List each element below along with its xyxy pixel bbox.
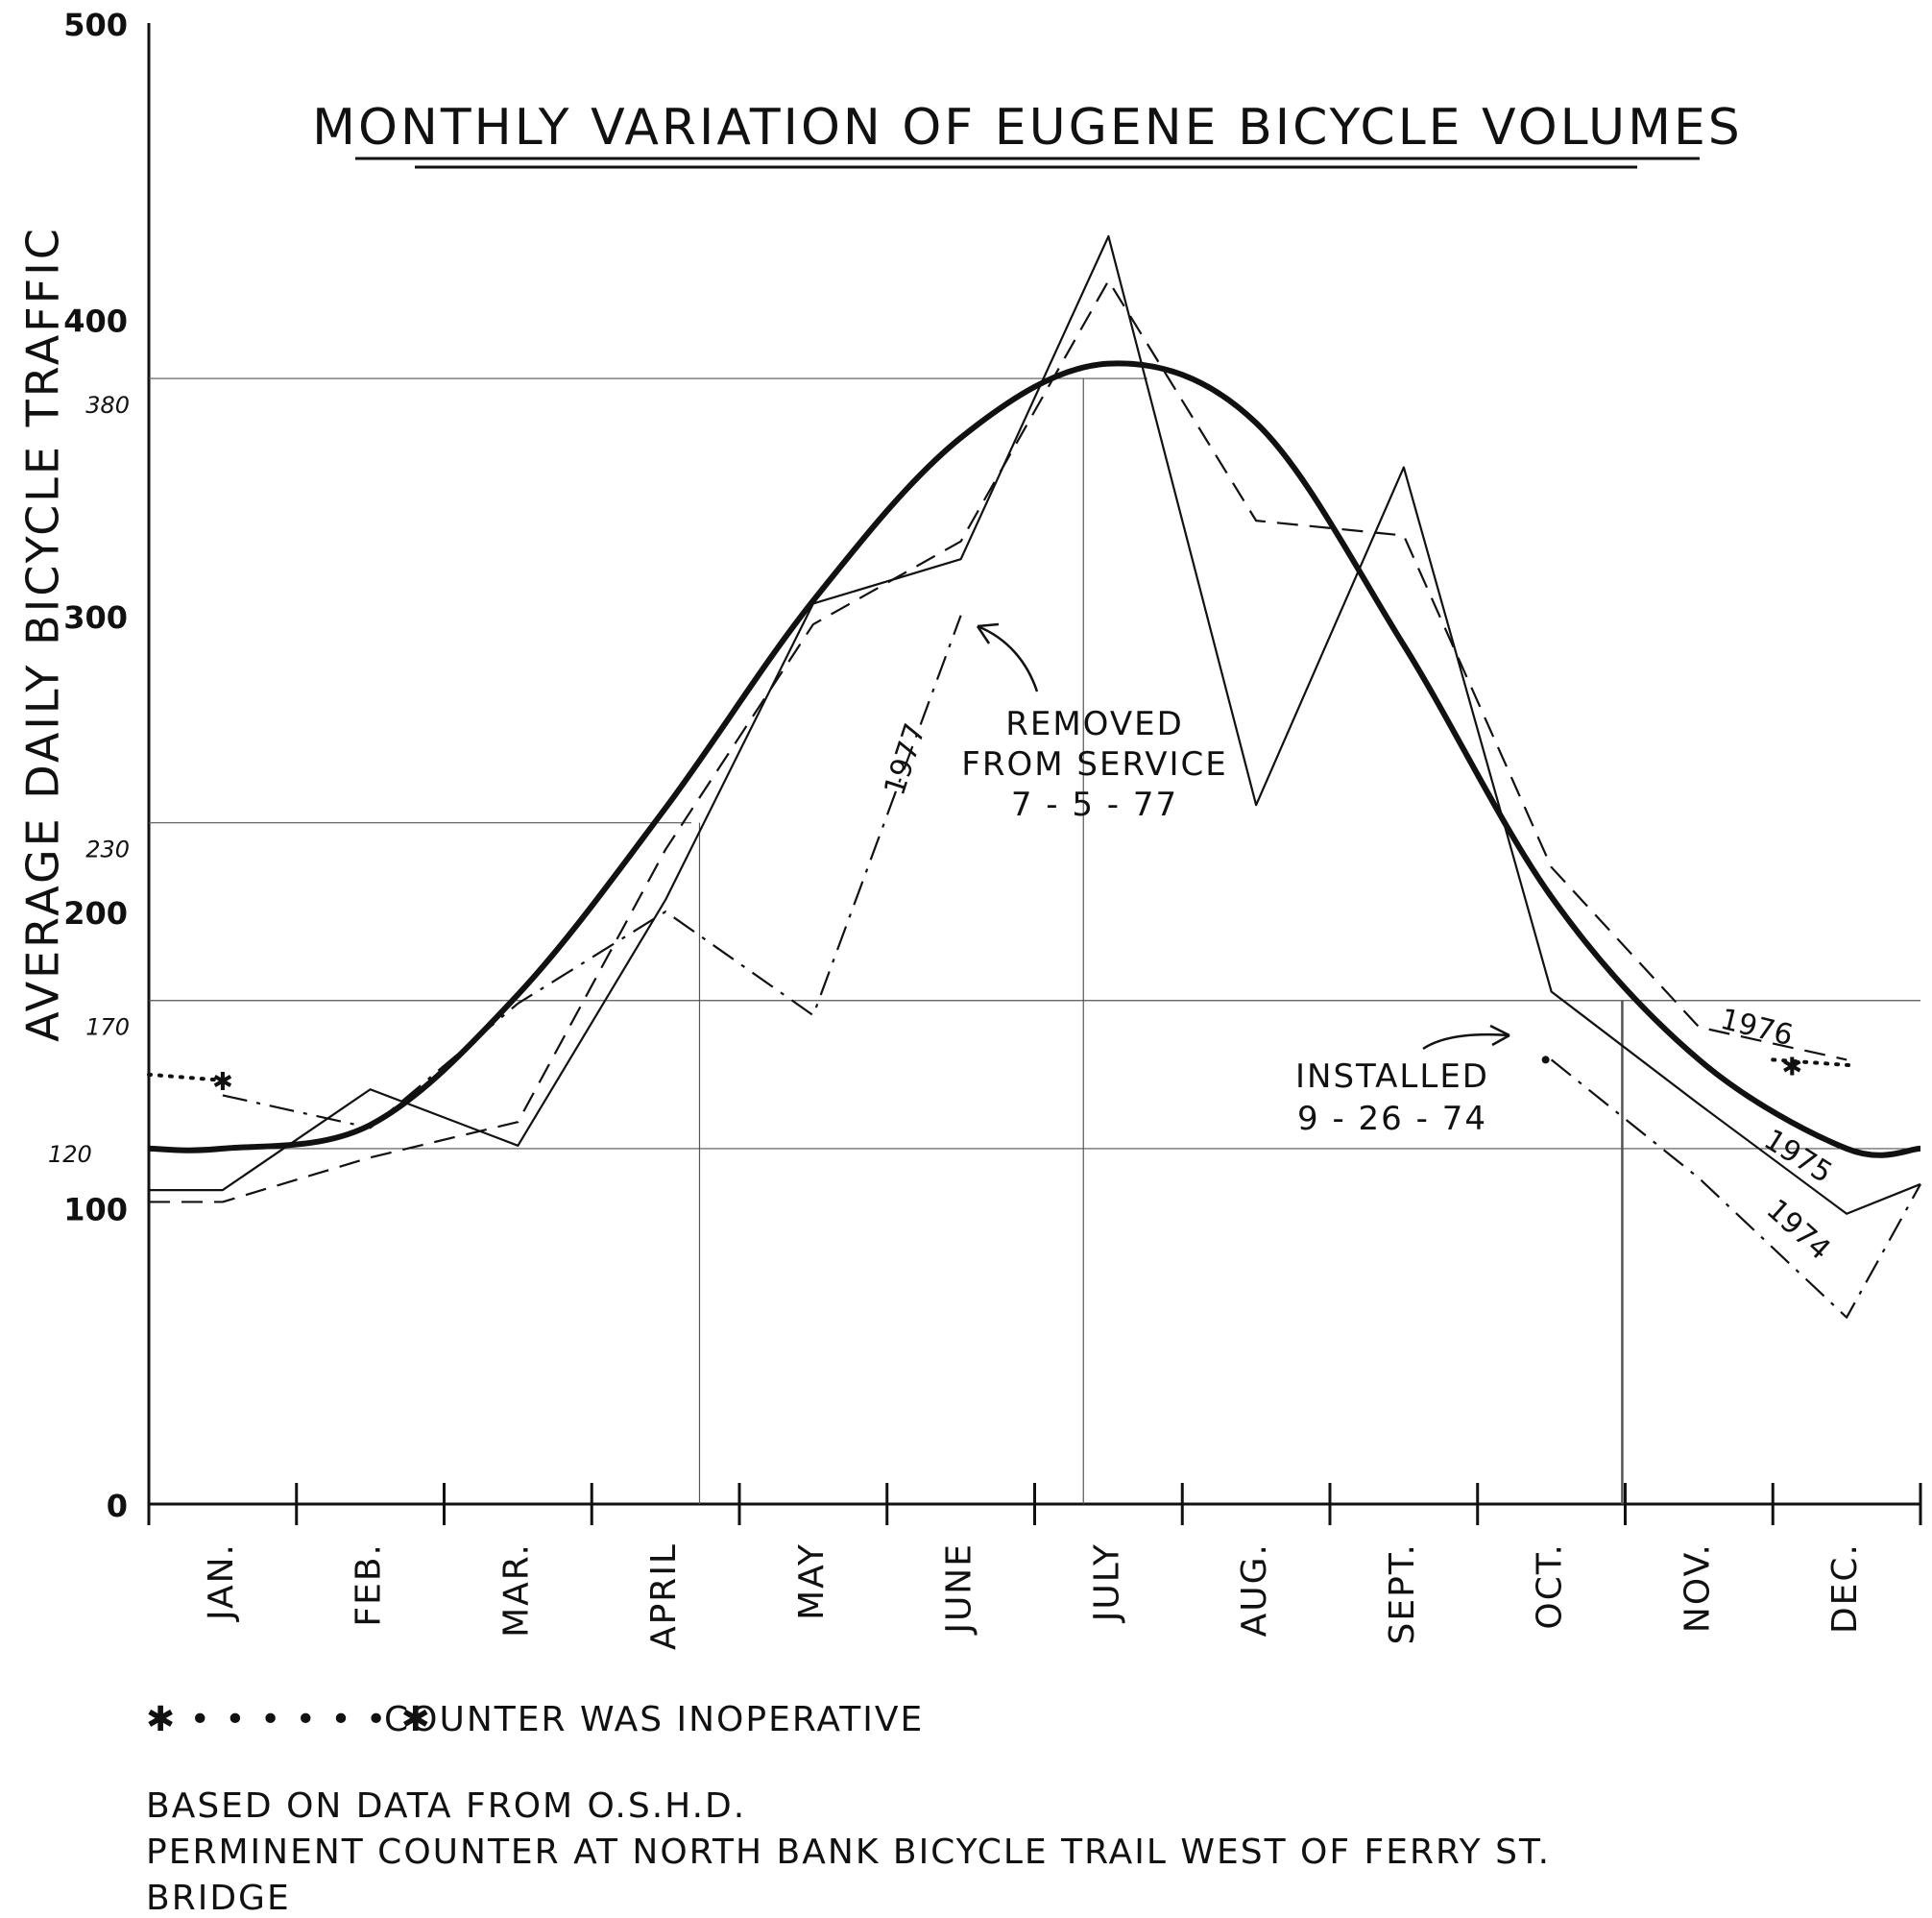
annotation-installed-arrowhead	[1489, 1024, 1510, 1047]
annotation-installed-line-2: 9 - 26 - 74	[1297, 1100, 1487, 1138]
x-tick-label-8: SEPT.	[1383, 1542, 1422, 1644]
annotation-removed-line-3: 7 - 5 - 77	[1011, 786, 1178, 824]
y-tick-label-300: 300	[63, 599, 128, 636]
y-tick-label-0: 0	[107, 1488, 128, 1524]
x-tick-label-1: FEB.	[350, 1542, 389, 1627]
x-tick-label-0: JAN.	[202, 1542, 241, 1622]
legend-marker: ✱ • • • • • • ✱	[146, 1700, 432, 1739]
source-line-3: BRIDGE	[146, 1879, 291, 1918]
source-line-1: BASED ON DATA FROM O.S.H.D.	[146, 1786, 747, 1826]
x-tick-label-11: DEC.	[1825, 1542, 1865, 1634]
annotation-removed-arrow	[977, 624, 1039, 692]
reference-label-120: 120	[48, 1141, 92, 1168]
annotation-removed-arrowhead	[976, 622, 1000, 644]
annotation-removed-line-1: REMOVED	[1005, 705, 1184, 743]
annotation-removed-line-2: FROM SERVICE	[961, 745, 1227, 784]
y-tick-label-100: 100	[63, 1192, 128, 1228]
y-tick-label-500: 500	[63, 7, 128, 43]
series-line-average-curve	[148, 360, 1921, 1158]
series-line-1974	[1550, 1058, 1921, 1319]
x-tick-label-7: AUG.	[1235, 1542, 1274, 1637]
annotation-installed-line-1: INSTALLED	[1295, 1057, 1489, 1096]
y-axis-label: AVERAGE DAILY BICYCLE TRAFFIC	[17, 226, 69, 1042]
y-tick-label-400: 400	[63, 303, 128, 339]
series-label-1974: 1974	[1760, 1193, 1837, 1267]
reference-label-380: 380	[85, 392, 130, 419]
reference-label-230: 230	[85, 837, 130, 863]
series-line-1976	[149, 279, 1847, 1203]
series-label-1977: 1977	[878, 719, 932, 799]
x-tick-label-3: APRIL	[644, 1542, 684, 1650]
x-tick-label-9: OCT.	[1531, 1542, 1570, 1630]
x-tick-label-6: JULY	[1087, 1542, 1126, 1623]
annotation-installed-arrow	[1422, 1032, 1510, 1051]
legend-text: COUNTER WAS INOPERATIVE	[384, 1700, 925, 1739]
x-tick-label-10: NOV.	[1678, 1542, 1717, 1633]
x-tick-label-4: MAY	[792, 1542, 832, 1620]
inoperative-star-0: ✱	[212, 1068, 233, 1097]
series-label-1976: 1976	[1717, 1003, 1797, 1053]
series-line-1977	[222, 615, 962, 1129]
source-line-2: PERMINENT COUNTER AT NORTH BANK BICYCLE …	[146, 1833, 1552, 1872]
inoperative-segment-1	[1771, 1057, 1856, 1068]
x-tick-label-5: JUNE	[940, 1542, 979, 1636]
series-line-1975	[149, 234, 1921, 1215]
y-tick-label-200: 200	[63, 895, 128, 932]
inoperative-segment-0	[147, 1072, 225, 1082]
installed-start-dot	[1541, 1056, 1550, 1064]
inoperative-star-1: ✱	[1781, 1053, 1802, 1081]
chart-title: MONTHLY VARIATION OF EUGENE BICYCLE VOLU…	[312, 99, 1743, 157]
reference-label-170: 170	[85, 1014, 130, 1041]
series-label-1975: 1975	[1758, 1123, 1838, 1190]
x-tick-label-2: MAR.	[496, 1542, 536, 1638]
